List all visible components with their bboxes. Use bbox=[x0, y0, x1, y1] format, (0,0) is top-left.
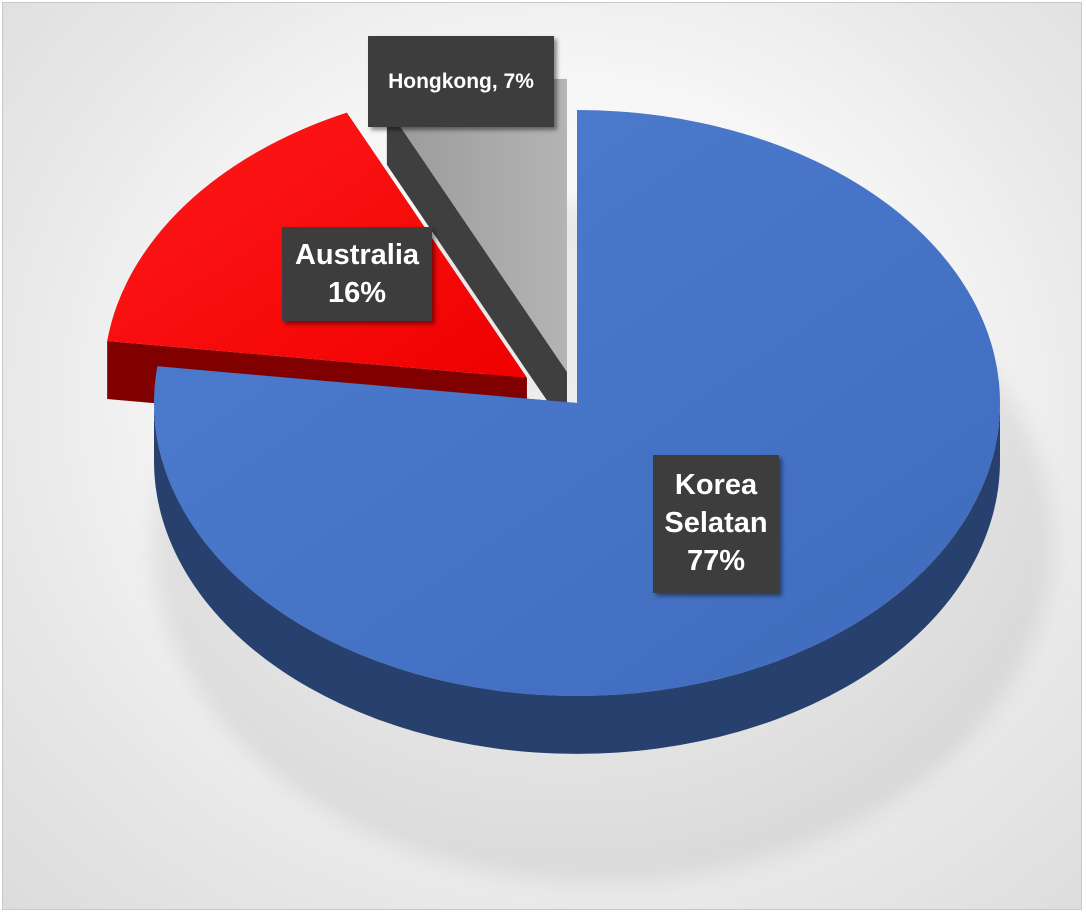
data-label-australia-value: 16% bbox=[327, 277, 387, 309]
pie-slice-hongkong bbox=[386, 78, 567, 430]
pie-slice-korea-selatan bbox=[154, 110, 1001, 754]
data-label-korea-line1: Korea bbox=[674, 469, 758, 501]
data-label-australia: Australia 16% bbox=[282, 227, 432, 321]
data-label-hongkong-text: Hongkong, 7% bbox=[388, 70, 534, 93]
pie-slice-hongkong-wall-start bbox=[386, 106, 567, 430]
pie-slice-hongkong-top bbox=[386, 78, 567, 372]
data-label-australia-name: Australia bbox=[294, 239, 420, 271]
data-label-korea-line2: Selatan bbox=[664, 507, 768, 539]
data-label-korea-value: 77% bbox=[686, 545, 746, 577]
data-label-hongkong: Hongkong, 7% bbox=[368, 36, 554, 127]
pie-chart bbox=[107, 78, 1053, 883]
data-label-korea-selatan: Korea Selatan 77% bbox=[653, 455, 779, 593]
pie-slice-korea-selatan-top bbox=[154, 110, 1001, 696]
pie-slice-korea-selatan-rim bbox=[154, 403, 1000, 754]
